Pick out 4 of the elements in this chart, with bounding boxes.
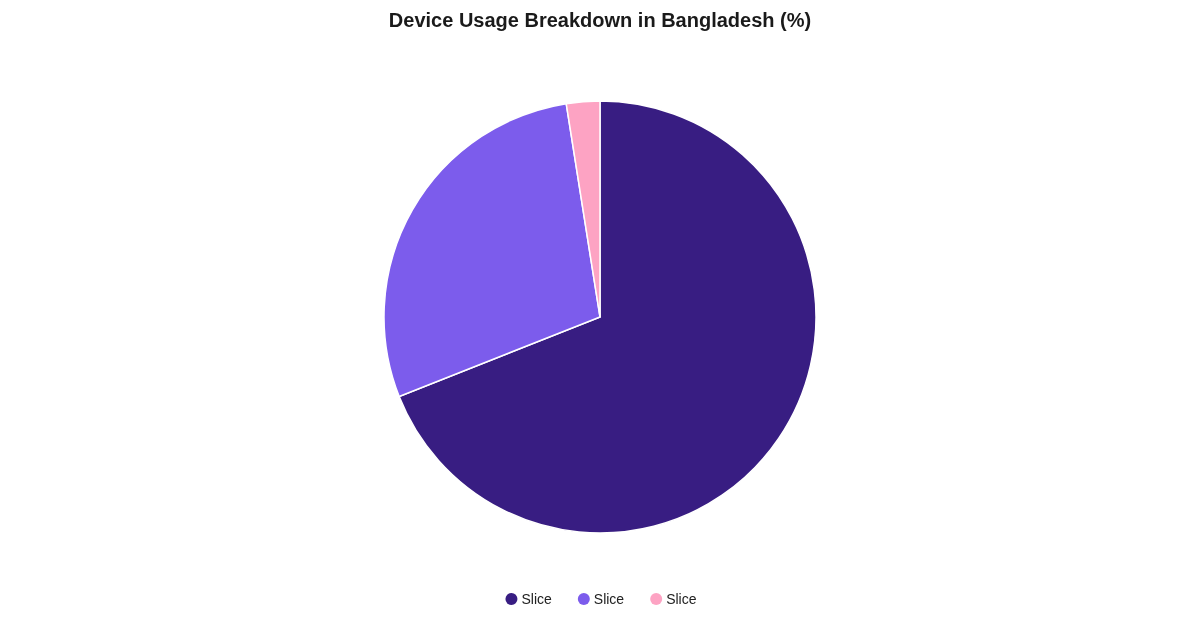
legend-label: Slice (521, 591, 553, 607)
legend-label: Slice (666, 591, 697, 607)
legend-label: Slice (593, 591, 625, 607)
chart-title: Device Usage Breakdown in Bangladesh (%) (388, 9, 812, 31)
